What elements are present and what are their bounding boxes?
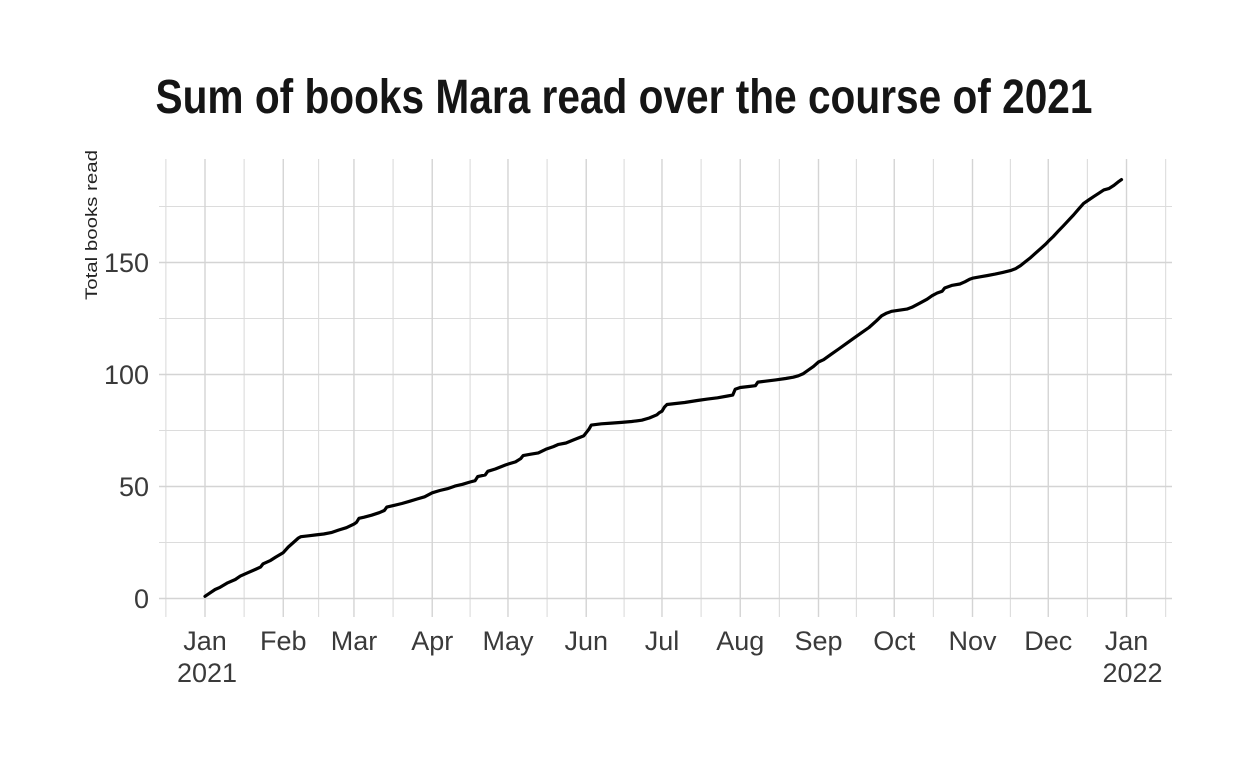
x-tick-year-label-2022: 2022 (1102, 658, 1162, 688)
x-tick-label-jun-5: Jun (564, 626, 608, 656)
y-axis-title: Total books read (82, 150, 101, 300)
gridlines-minor (159, 159, 1172, 617)
gridlines-major (159, 159, 1172, 617)
x-tick-label-aug-7: Aug (716, 626, 764, 656)
y-tick-label-100: 100 (104, 360, 149, 390)
series-line-books-read (203, 178, 1124, 598)
x-tick-label-feb-1: Feb (260, 626, 307, 656)
x-tick-label-jan-12: Jan (1105, 626, 1149, 656)
y-tick-label-0: 0 (134, 584, 149, 614)
y-tick-label-150: 150 (104, 248, 149, 278)
y-axis-tick-labels: 0 50 100 150 (104, 248, 149, 614)
x-tick-label-jul-6: Jul (645, 626, 680, 656)
x-tick-year-label-2021: 2021 (177, 658, 237, 688)
x-tick-label-nov-10: Nov (949, 626, 998, 656)
x-tick-label-dec-11: Dec (1024, 626, 1072, 656)
x-tick-label-oct-9: Oct (873, 626, 916, 656)
chart-title: Sum of books Mara read over the course o… (156, 71, 1093, 124)
x-tick-label-sep-8: Sep (794, 626, 842, 656)
x-axis-tick-labels: Jan Feb Mar Apr May Jun Jul Aug Sep Oct Nov Dec Jan2… (177, 626, 1163, 688)
x-tick-label-jan-0: Jan (183, 626, 227, 656)
x-tick-label-apr-3: Apr (411, 626, 453, 656)
y-tick-label-50: 50 (119, 472, 149, 502)
x-tick-label-may-4: May (482, 626, 534, 656)
x-tick-label-mar-2: Mar (331, 626, 378, 656)
